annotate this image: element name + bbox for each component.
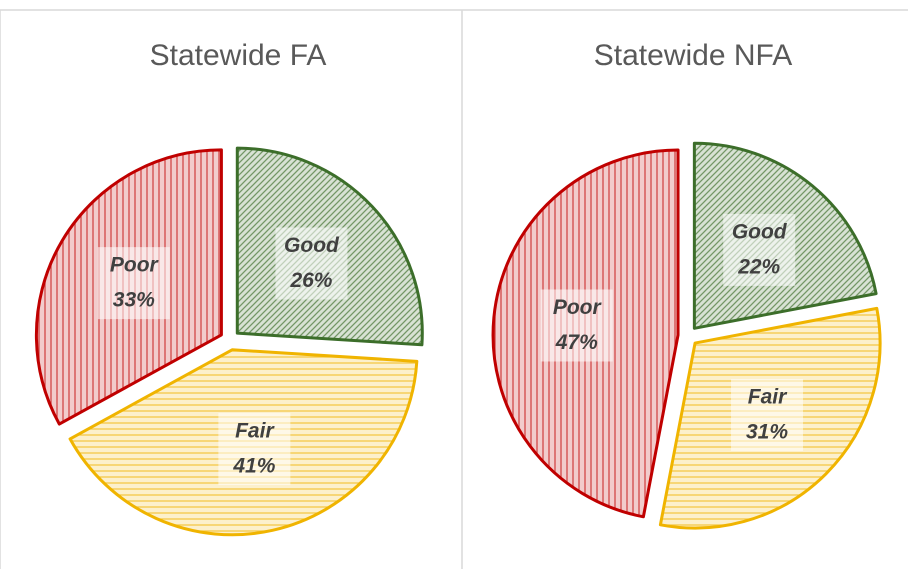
category-label: Good: [284, 234, 340, 257]
label-box: [723, 213, 796, 286]
category-label: Fair: [235, 420, 275, 443]
category-label: Fair: [748, 386, 788, 409]
value-label: 33%: [113, 289, 155, 312]
value-label: 22%: [737, 255, 780, 278]
value-label: 26%: [289, 269, 332, 292]
label-box: [218, 413, 291, 486]
chart-title: Statewide FA: [150, 39, 327, 72]
label-box: [540, 289, 613, 362]
label-box: [275, 227, 348, 300]
value-label: 31%: [746, 421, 788, 444]
category-label: Poor: [110, 254, 160, 277]
chart-title: Statewide NFA: [594, 39, 792, 72]
label-box: [97, 247, 170, 320]
category-label: Good: [732, 220, 788, 243]
value-label: 47%: [555, 331, 598, 354]
label-box: [731, 379, 804, 452]
category-label: Poor: [553, 296, 603, 319]
value-label: 41%: [232, 455, 275, 478]
